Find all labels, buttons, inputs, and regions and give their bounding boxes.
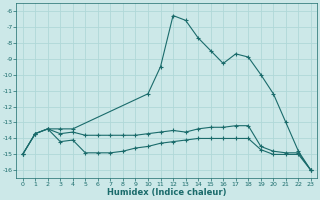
X-axis label: Humidex (Indice chaleur): Humidex (Indice chaleur) xyxy=(107,188,227,197)
